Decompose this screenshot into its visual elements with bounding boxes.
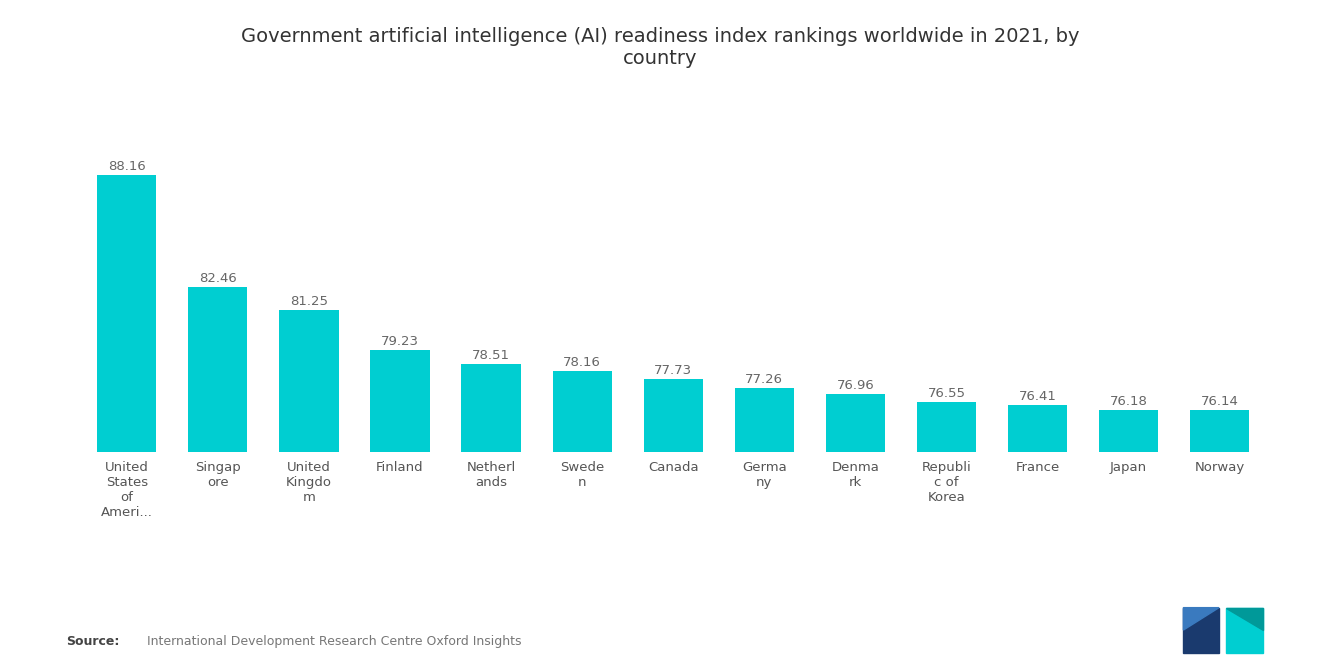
Text: International Development Research Centre Oxford Insights: International Development Research Centr…: [139, 635, 521, 648]
Text: 88.16: 88.16: [108, 160, 145, 174]
Text: 76.41: 76.41: [1019, 390, 1056, 403]
Text: Source:: Source:: [66, 635, 119, 648]
Polygon shape: [1226, 608, 1262, 652]
Text: 78.51: 78.51: [473, 349, 510, 362]
Bar: [1008, 405, 1067, 665]
Text: 79.23: 79.23: [381, 335, 418, 348]
Bar: [280, 311, 338, 665]
Bar: [1191, 410, 1249, 665]
Text: 76.18: 76.18: [1110, 394, 1147, 408]
Text: 78.16: 78.16: [564, 356, 601, 369]
Bar: [1100, 410, 1158, 665]
Text: 77.73: 77.73: [655, 364, 692, 377]
Text: 77.26: 77.26: [746, 374, 783, 386]
Bar: [735, 388, 793, 665]
Text: Government artificial intelligence (AI) readiness index rankings worldwide in 20: Government artificial intelligence (AI) …: [240, 27, 1080, 68]
Bar: [462, 364, 520, 665]
Polygon shape: [1184, 608, 1220, 630]
Bar: [917, 402, 975, 665]
Bar: [98, 176, 156, 665]
Bar: [189, 287, 247, 665]
Text: 82.46: 82.46: [199, 272, 236, 285]
Polygon shape: [1184, 608, 1220, 652]
Text: 81.25: 81.25: [290, 295, 327, 309]
Bar: [644, 379, 702, 665]
Text: 76.96: 76.96: [837, 379, 874, 392]
Text: 76.14: 76.14: [1201, 396, 1238, 408]
Bar: [371, 350, 429, 665]
Bar: [826, 394, 884, 665]
Text: 76.55: 76.55: [928, 388, 965, 400]
Polygon shape: [1226, 608, 1262, 630]
Bar: [553, 371, 611, 665]
